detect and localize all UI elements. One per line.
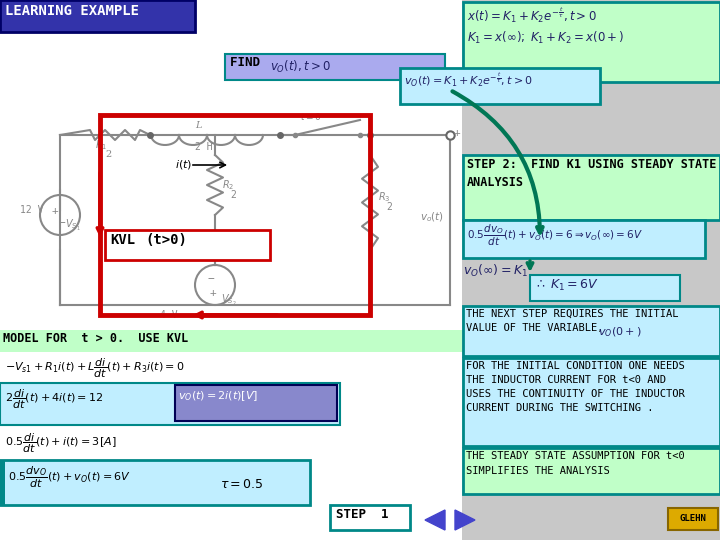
Text: −: −	[58, 218, 66, 228]
Text: +: +	[454, 128, 461, 138]
Text: L: L	[195, 121, 202, 130]
Text: STEP 2:  FIND K1 USING STEADY STATE: STEP 2: FIND K1 USING STEADY STATE	[467, 158, 716, 171]
Text: $\tau = 0.5$: $\tau = 0.5$	[220, 478, 264, 491]
Text: LEARNING EXAMPLE: LEARNING EXAMPLE	[5, 4, 139, 18]
Text: $R_2$: $R_2$	[222, 178, 234, 192]
Text: CURRENT DURING THE SWITCHING .: CURRENT DURING THE SWITCHING .	[466, 403, 654, 413]
Text: $v_O(t) = 2i(t)[V]$: $v_O(t) = 2i(t)[V]$	[178, 389, 258, 403]
Text: $\therefore\; K_1 = 6V$: $\therefore\; K_1 = 6V$	[534, 278, 599, 293]
Text: USES THE CONTINUITY OF THE INDUCTOR: USES THE CONTINUITY OF THE INDUCTOR	[466, 389, 685, 399]
Bar	[0, 460, 310, 505]
Text: +: +	[52, 206, 58, 216]
Bar	[0, 330, 462, 352]
Text: $x(t) = K_1 + K_2 e^{-\frac{t}{\tau}}, t > 0$: $x(t) = K_1 + K_2 e^{-\frac{t}{\tau}}, t…	[467, 6, 597, 25]
Text: 2: 2	[105, 150, 112, 159]
Text: THE INDUCTOR CURRENT FOR t<0 AND: THE INDUCTOR CURRENT FOR t<0 AND	[466, 375, 666, 385]
Text: (t>0): (t>0)	[145, 233, 187, 247]
Text: $v_O(0+)$: $v_O(0+)$	[598, 325, 642, 339]
Text: ANALYSIS: ANALYSIS	[467, 176, 524, 189]
Bar	[330, 505, 410, 530]
Bar	[0, 0, 195, 32]
Bar	[463, 155, 720, 220]
Text: $v_o(t)$: $v_o(t)$	[420, 210, 444, 224]
Text: $R_1$: $R_1$	[95, 138, 107, 152]
Text: $R_3$: $R_3$	[378, 190, 390, 204]
Text: $0.5\dfrac{dv_O}{dt}(t) + v_O(t) = 6 \Rightarrow v_O(\infty) = 6V$: $0.5\dfrac{dv_O}{dt}(t) + v_O(t) = 6 \Ri…	[467, 223, 643, 248]
Polygon shape	[425, 510, 445, 530]
Bar	[463, 220, 705, 258]
Bar	[0, 383, 340, 425]
Text: $K_1 = x(\infty);\; K_1 + K_2 = x(0+)$: $K_1 = x(\infty);\; K_1 + K_2 = x(0+)$	[467, 30, 624, 46]
Text: 2: 2	[386, 202, 392, 212]
Text: THE STEADY STATE ASSUMPTION FOR t<0: THE STEADY STATE ASSUMPTION FOR t<0	[466, 451, 685, 461]
Text: $t = 0$: $t = 0$	[300, 111, 322, 122]
Text: KVL: KVL	[110, 233, 135, 247]
Bar	[463, 2, 720, 82]
Bar	[400, 68, 600, 104]
Bar	[105, 230, 270, 260]
Bar	[0, 460, 5, 505]
Text: 2 H: 2 H	[195, 142, 212, 152]
Bar	[530, 275, 680, 301]
Text: $V_{S_1}$: $V_{S_1}$	[65, 218, 81, 233]
Text: $v_O(t) = K_1 + K_2 e^{-\frac{t}{\tau}}, t > 0$: $v_O(t) = K_1 + K_2 e^{-\frac{t}{\tau}},…	[404, 72, 533, 89]
Polygon shape	[455, 510, 475, 530]
Text: 2: 2	[230, 190, 236, 200]
Bar	[463, 358, 720, 446]
Text: THE NEXT STEP REQUIRES THE INITIAL: THE NEXT STEP REQUIRES THE INITIAL	[466, 309, 678, 319]
Text: FIND: FIND	[230, 56, 275, 69]
Text: 4 V: 4 V	[160, 310, 178, 320]
Text: MODEL FOR  t > 0.  USE KVL: MODEL FOR t > 0. USE KVL	[3, 332, 188, 345]
Text: $2\dfrac{di}{dt}(t) + 4i(t) = 12$: $2\dfrac{di}{dt}(t) + 4i(t) = 12$	[5, 388, 104, 411]
Bar	[462, 0, 720, 540]
Bar	[463, 448, 720, 494]
Text: $V_{S_2}$: $V_{S_2}$	[221, 293, 236, 308]
Bar	[668, 508, 718, 530]
Text: $i(t)$: $i(t)$	[175, 158, 192, 171]
Bar	[100, 115, 370, 315]
Text: VALUE OF THE VARIABLE,: VALUE OF THE VARIABLE,	[466, 323, 603, 333]
Bar	[175, 385, 337, 421]
Text: SIMPLIFIES THE ANALYSIS: SIMPLIFIES THE ANALYSIS	[466, 466, 610, 476]
Text: $v_O(t), t > 0$: $v_O(t), t > 0$	[270, 59, 331, 75]
Bar	[0, 0, 462, 540]
Bar	[463, 306, 720, 356]
Text: $v_O(\infty) = K_1$: $v_O(\infty) = K_1$	[463, 263, 528, 279]
Text: $-V_{s1} + R_1 i(t) + L\dfrac{di}{dt}(t) + R_3 i(t) = 0$: $-V_{s1} + R_1 i(t) + L\dfrac{di}{dt}(t)…	[5, 357, 184, 381]
Text: FOR THE INITIAL CONDITION ONE NEEDS: FOR THE INITIAL CONDITION ONE NEEDS	[466, 361, 685, 371]
Text: $0.5\dfrac{di}{dt}(t) + i(t) = 3[A]$: $0.5\dfrac{di}{dt}(t) + i(t) = 3[A]$	[5, 432, 117, 455]
Text: +: +	[210, 288, 217, 298]
Text: GLEHN: GLEHN	[680, 514, 706, 523]
Text: $0.5\dfrac{dv_O}{dt}(t) + v_O(t) = 6V$: $0.5\dfrac{dv_O}{dt}(t) + v_O(t) = 6V$	[8, 465, 131, 490]
Text: 12 V: 12 V	[20, 205, 43, 215]
Bar	[225, 54, 445, 80]
Text: −: −	[207, 274, 215, 284]
Text: STEP  1: STEP 1	[336, 508, 389, 521]
